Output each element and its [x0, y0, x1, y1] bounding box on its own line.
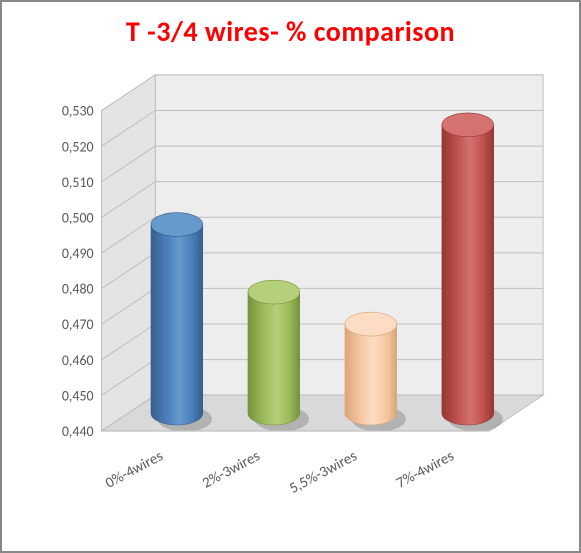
y-tick-label: 0,440: [62, 423, 94, 440]
bar-cylinder: [345, 324, 397, 425]
y-tick-label: 0,530: [62, 103, 94, 120]
chart-title: T -3/4 wires- % comparison: [12, 14, 569, 49]
y-tick-label: 0,480: [62, 281, 94, 298]
y-tick-label: 0,490: [62, 245, 94, 262]
bar-cylinder: [442, 125, 494, 425]
y-tick-label: 0,470: [62, 316, 94, 333]
bar-top-cap: [442, 113, 494, 137]
chart-svg: 0,440 0,450 0,460 0,470 0,480 0,490 0,500 0,510…: [12, 55, 569, 532]
bar-top-cap: [345, 312, 397, 336]
y-tick-label: 0,500: [62, 209, 94, 226]
bar-top-cap: [248, 280, 300, 304]
x-category-label: 7%-4wires: [393, 447, 457, 492]
y-tick-label: 0,520: [62, 138, 94, 155]
y-tick-label: 0,510: [62, 174, 94, 191]
bar-top-cap: [151, 213, 203, 237]
x-category-label: 0%-4wires: [103, 447, 167, 492]
bar-cylinder: [151, 224, 203, 425]
chart-area: 0,440 0,450 0,460 0,470 0,480 0,490 0,500 0,510…: [12, 55, 569, 535]
y-tick-label: 0,460: [62, 352, 94, 369]
x-category-label: 5,5%-3wires: [286, 447, 360, 498]
x-category-label: 2%-3wires: [199, 447, 263, 492]
y-tick-label: 0,450: [62, 387, 94, 404]
bar-cylinder: [248, 292, 300, 425]
chart-frame: T -3/4 wires- % comparison 0,4400,4500,4…: [0, 0, 581, 553]
